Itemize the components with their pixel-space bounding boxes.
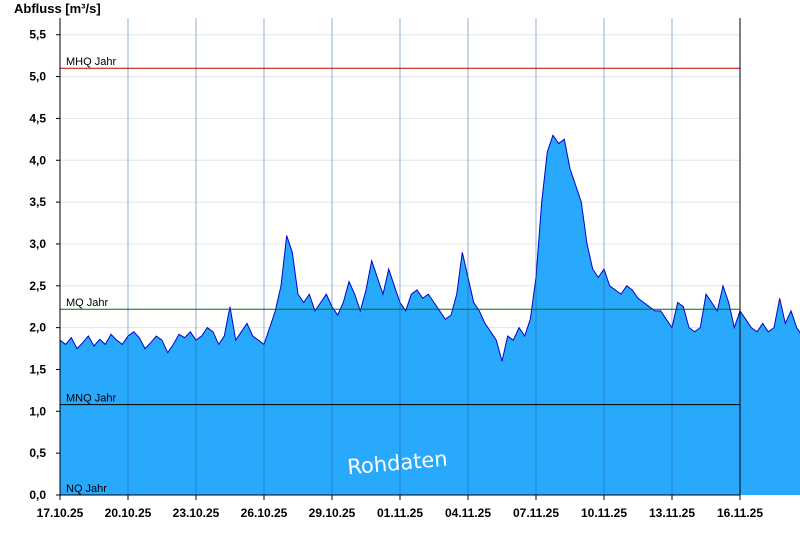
y-tick-label: 5,0	[29, 70, 46, 84]
y-tick-label: 0,0	[29, 488, 46, 502]
x-tick-label: 13.11.25	[649, 506, 695, 520]
x-tick-label: 23.10.25	[173, 506, 220, 520]
discharge-line	[59, 134, 800, 362]
y-tick-label: 2,5	[29, 279, 46, 293]
vertical-gridlines	[127, 18, 673, 495]
x-tick-label: 10.11.25	[581, 506, 627, 520]
x-tick-label: 29.10.25	[309, 506, 356, 520]
x-tick-label: 17.10.25	[37, 506, 84, 520]
y-tick-label: 3,5	[29, 195, 46, 209]
y-tick-label: 3,0	[29, 237, 46, 251]
ref-line-label: MQ Jahr	[66, 297, 109, 309]
x-tick-labels: 17.10.25 20.10.25 23.10.25 26.10.25 29.10.25…	[37, 495, 763, 520]
y-tick-label: 4,5	[29, 111, 46, 125]
reference-lines: MHQ Jahr MQ Jahr MNQ Jahr NQ Jahr	[60, 56, 740, 495]
y-tick-label: 5,5	[29, 28, 46, 42]
y-tick-label: 1,5	[29, 362, 46, 376]
x-tick-label: 20.10.25	[105, 506, 152, 520]
y-tick-labels: 0,0 0,5 1,0 1,5 2,0 2,5 3,0 3,5 4,0 4,5 5,0 5,5	[29, 28, 60, 502]
x-tick-label: 01.11.25	[377, 506, 423, 520]
discharge-area	[60, 135, 800, 495]
x-tick-label: 16.11.25	[717, 506, 763, 520]
y-tick-label: 0,5	[29, 446, 46, 460]
x-tick-label: 04.11.25	[445, 506, 491, 520]
y-tick-label: 4,0	[29, 153, 46, 167]
x-tick-label: 07.11.25	[513, 506, 559, 520]
x-tick-label: 26.10.25	[241, 506, 288, 520]
y-tick-label: 2,0	[29, 321, 46, 335]
ref-line-label: MNQ Jahr	[66, 393, 116, 405]
ref-line-label: NQ Jahr	[66, 483, 107, 495]
y-tick-label: 1,0	[29, 404, 46, 418]
ref-line-label: MHQ Jahr	[66, 56, 116, 68]
y-axis-label: Abfluss [m³/s]	[14, 1, 101, 16]
